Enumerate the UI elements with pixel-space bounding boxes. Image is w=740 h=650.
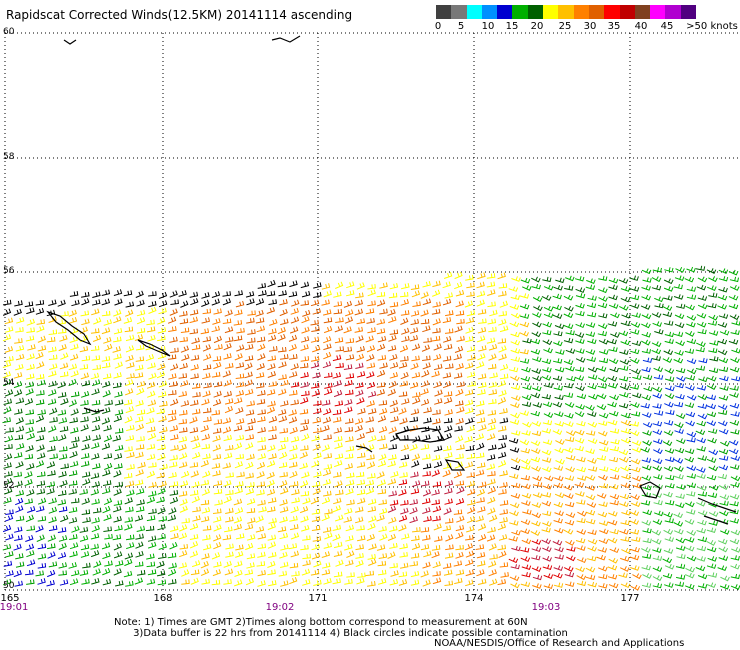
wind-speed-legend: 0 5 10 15 20 25 30 35 40 45 >50 knots: [0, 0, 740, 34]
wind-barb-group: [167, 299, 642, 591]
legend-label: 10: [481, 21, 495, 32]
note-line-1: Note: 1) Times are GMT 2)Times along bot…: [114, 617, 528, 628]
legend-swatch: [634, 5, 651, 19]
legend-label: 40: [634, 21, 648, 32]
note-line-2: 3)Data buffer is 22 hrs from 20141114 4)…: [114, 628, 568, 639]
legend-label: 35: [607, 21, 621, 32]
time-label-1902: 19:02: [265, 602, 295, 613]
notes: Note: 1) Times are GMT 2)Times along bot…: [114, 617, 568, 639]
lon-label-168: 168: [153, 593, 173, 604]
legend-swatch: [573, 5, 590, 19]
legend-swatch: [451, 5, 468, 19]
legend-swatch: [512, 5, 529, 19]
legend-swatch: [619, 5, 636, 19]
lon-label-174: 174: [464, 593, 484, 604]
wind-barb-group: [2, 497, 69, 587]
legend-swatch: [558, 5, 575, 19]
legend-swatch: [466, 5, 483, 19]
legend-swatch: [543, 5, 559, 19]
legend-label: 25: [558, 21, 572, 32]
lat-label-52: 52: [3, 481, 15, 491]
lon-label-165: 165: [0, 593, 20, 604]
wind-barb-group: [290, 354, 576, 580]
chart-title: Rapidscat Corrected Winds(12.5KM) 201411…: [6, 8, 353, 22]
lat-label-54: 54: [3, 378, 15, 388]
wind-barb-group: [2, 365, 740, 586]
wind-barb-group: [640, 357, 740, 473]
coastline: [46, 35, 737, 525]
wind-barbs: [2, 265, 740, 591]
legend-label: 15: [505, 21, 519, 32]
wind-barb-group: [641, 473, 740, 589]
legend-swatch: [588, 5, 605, 19]
legend-swatch: [481, 5, 498, 19]
wind-barb-group: [68, 266, 740, 590]
legend-label: 0: [434, 21, 442, 32]
credit-line: NOAA/NESDIS/Office of Research and Appli…: [434, 638, 685, 649]
wind-barb-group: [2, 279, 521, 471]
wind-barb-group: [300, 361, 575, 581]
legend-swatch: [650, 5, 666, 19]
wind-barb-group: [3, 265, 740, 587]
legend-swatch: [665, 5, 682, 19]
wind-barb-group: [4, 272, 641, 589]
legend-swatch: [527, 5, 544, 19]
legend-label: 5: [457, 21, 465, 32]
time-label-1903: 19:03: [531, 602, 561, 613]
legend-label: 30: [583, 21, 597, 32]
lat-label-60: 60: [3, 27, 15, 37]
lat-label-56: 56: [3, 266, 15, 276]
legend-label: 45: [660, 21, 674, 32]
legend-swatch: [680, 5, 697, 19]
legend-swatch: [436, 5, 452, 19]
time-label-1901: 19:01: [0, 602, 29, 613]
legend-swatch: [497, 5, 513, 19]
lon-label-171: 171: [308, 593, 328, 604]
legend-swatch: [604, 5, 621, 19]
lat-label-58: 58: [3, 152, 15, 162]
wind-barb-group: [2, 271, 642, 587]
legend-label: >50 knots: [686, 21, 738, 32]
lat-label-50: 50: [3, 581, 15, 591]
lon-label-177: 177: [620, 593, 640, 604]
wind-barb-group: [167, 298, 465, 441]
legend-label: 20: [530, 21, 544, 32]
map-grid: [4, 32, 740, 591]
